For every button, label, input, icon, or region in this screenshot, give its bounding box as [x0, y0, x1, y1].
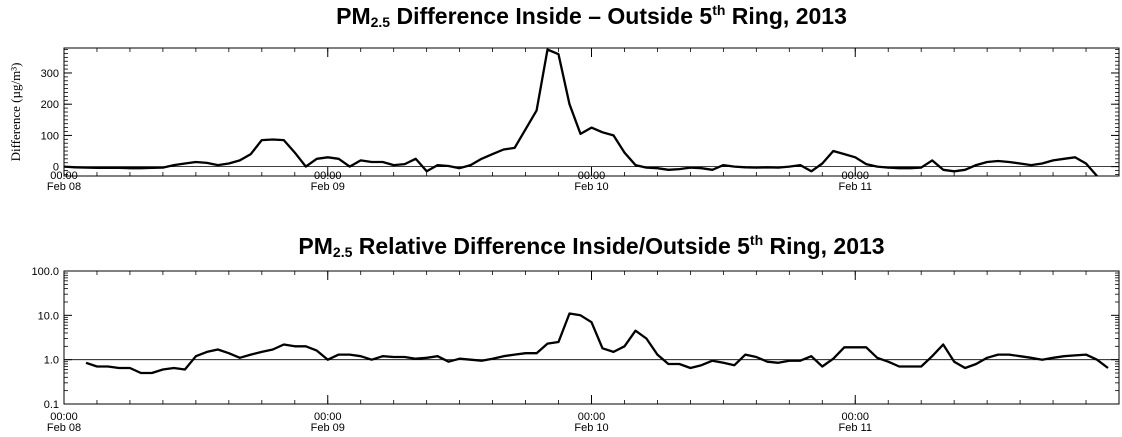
chart-2-title: PM2.5 Relative Difference Inside/Outside…	[298, 232, 885, 260]
x-tick-date: Feb 08	[47, 181, 81, 193]
y-tick-label: 0.1	[44, 399, 59, 411]
y-tick-label: 0	[53, 162, 59, 174]
y-tick-label: 100.0	[31, 266, 59, 278]
x-tick-time: 00:00	[578, 411, 606, 423]
x-tick-date: Feb 08	[47, 422, 81, 434]
series-line	[64, 48, 1098, 176]
y-tick-label: 200	[41, 99, 59, 111]
y-tick-label: 1.0	[44, 355, 59, 367]
x-tick-date: Feb 09	[311, 422, 345, 434]
x-tick-date: Feb 11	[839, 181, 872, 193]
x-tick-date: Feb 10	[574, 181, 608, 193]
x-tick-date: Feb 09	[311, 181, 345, 193]
plot-frame	[63, 47, 1120, 177]
x-tick-time: 00:00	[841, 411, 869, 423]
y-axis-label: Difference (µg/m³)	[8, 63, 23, 162]
x-tick-time: 00:00	[314, 411, 342, 423]
plot-frame	[63, 270, 1120, 405]
chart-1-title: PM2.5 Difference Inside – Outside 5th Ri…	[336, 2, 847, 30]
series-line	[85, 312, 1109, 375]
y-tick-label: 300	[41, 68, 59, 80]
x-tick-date: Feb 11	[839, 422, 872, 434]
x-tick-date: Feb 10	[574, 422, 608, 434]
y-tick-label: 10.0	[38, 310, 59, 322]
x-tick-time: 00:00	[50, 411, 78, 423]
y-tick-label: 100	[41, 130, 59, 142]
